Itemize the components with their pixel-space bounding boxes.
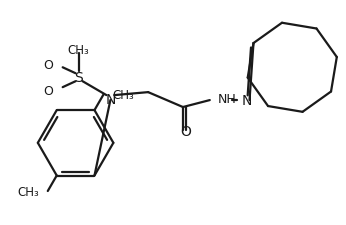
Text: CH₃: CH₃ [17, 185, 39, 198]
Text: O: O [43, 84, 53, 97]
Text: NH: NH [218, 92, 236, 105]
Text: N: N [242, 94, 252, 108]
Text: N: N [105, 93, 116, 107]
Text: O: O [43, 58, 53, 72]
Text: O: O [181, 124, 191, 138]
Text: S: S [74, 71, 83, 85]
Text: CH₃: CH₃ [112, 89, 134, 102]
Text: CH₃: CH₃ [68, 44, 90, 57]
